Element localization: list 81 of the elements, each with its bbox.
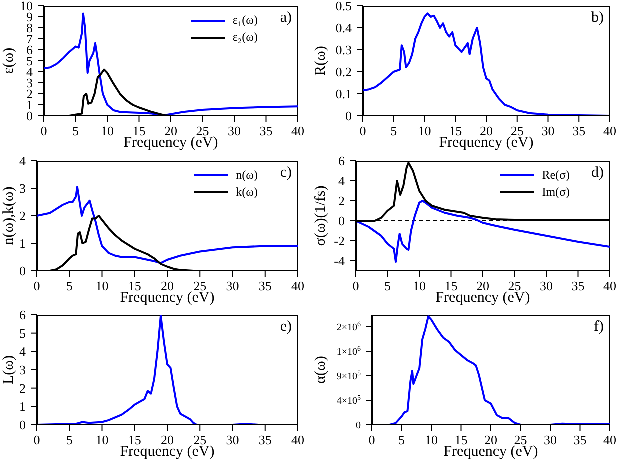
- y-tick-label: 6: [338, 153, 346, 168]
- line-series: [37, 186, 298, 264]
- y-tick-label: 1: [20, 400, 26, 415]
- y-tick-label: 4: [338, 173, 346, 188]
- x-tick-label: 40: [604, 123, 616, 138]
- x-tick-label: 5: [66, 432, 73, 448]
- annotation: e): [280, 319, 292, 336]
- y-tick-label: 3: [20, 180, 26, 196]
- y-tick-label: 0: [346, 108, 352, 124]
- y-tick-label: 0.3: [336, 42, 352, 58]
- y-tick-label: 4: [20, 153, 26, 168]
- annotation: d): [592, 164, 604, 182]
- y-axis-title: n(ω),k(ω): [1, 186, 17, 245]
- y-tick-label: -2: [334, 233, 345, 248]
- annotation: a): [280, 10, 292, 27]
- y-tick-label: 0.1: [336, 86, 352, 102]
- annotation: c): [280, 164, 292, 182]
- y-tick-label: 0.5: [336, 0, 352, 14]
- y-axis-title: R(ω): [313, 46, 329, 76]
- y-tick-label: 1×10$^{6}$: [336, 345, 362, 358]
- y-tick-label: 0.4: [336, 20, 352, 36]
- y-tick-label: 0: [20, 418, 26, 433]
- legend-label: Re(σ): [542, 168, 570, 183]
- x-tick-label: 35: [572, 123, 586, 138]
- x-tick-label: 10: [96, 278, 109, 294]
- x-tick-label: 10: [425, 432, 438, 448]
- x-tick-label: 30: [544, 432, 557, 448]
- y-tick-label: 9×10$^{5}$: [336, 370, 362, 383]
- y-tick-label: 0: [20, 263, 26, 278]
- y-tick-label: 2: [20, 208, 26, 224]
- y-axis-title: σ(ω)(1/fs): [313, 185, 329, 246]
- x-tick-label: 35: [258, 432, 272, 448]
- y-tick-label: 0: [356, 420, 361, 432]
- x-tick-label: 5: [66, 278, 73, 294]
- x-tick-label: 35: [574, 432, 587, 448]
- x-tick-label: 30: [226, 432, 240, 448]
- x-tick-label: 5: [390, 123, 398, 138]
- y-tick-label: 2×10$^{6}$: [336, 320, 362, 334]
- y-tick-label: 3: [20, 362, 26, 378]
- x-tick-label: 30: [542, 123, 555, 138]
- x-tick-label: 40: [604, 432, 616, 448]
- x-tick-label: 30: [540, 278, 553, 294]
- x-tick-label: 40: [292, 432, 304, 448]
- legend-label: ε₂(ω): [232, 30, 258, 45]
- x-tick-label: 10: [96, 432, 109, 448]
- x-tick-label: 30: [226, 278, 240, 294]
- y-tick-label: 6: [20, 308, 26, 323]
- annotation: b): [592, 10, 604, 27]
- y-tick-label: 2: [338, 193, 345, 208]
- y-tick-label: 4: [20, 344, 26, 360]
- y-tick-label: 1: [20, 236, 26, 251]
- x-tick-label: 35: [258, 278, 272, 294]
- y-tick-label: 4×10$^{5}$: [336, 394, 362, 408]
- y-axis-title: ε(ω): [1, 48, 17, 74]
- x-tick-label: 40: [604, 278, 616, 294]
- legend-label: ε₁(ω): [232, 13, 258, 28]
- x-tick-label: 10: [101, 123, 114, 138]
- y-tick-label: -4: [334, 253, 346, 268]
- line-series: [356, 200, 610, 263]
- x-tick-label: 10: [418, 123, 432, 138]
- x-tick-label: 35: [260, 123, 273, 138]
- y-tick-label: 2: [20, 381, 26, 396]
- y-tick-label: 5: [20, 326, 26, 342]
- x-tick-label: 5: [72, 123, 79, 138]
- y-axis-title: α(ω): [313, 356, 329, 384]
- x-tick-label: 30: [228, 123, 241, 138]
- x-tick-label: 10: [413, 278, 426, 294]
- y-tick-label: 0.2: [336, 64, 352, 80]
- x-tick-label: 0: [40, 123, 48, 138]
- legend-label: k(ω): [236, 184, 258, 200]
- x-tick-label: 40: [292, 278, 304, 294]
- legend-label: Im(σ): [542, 184, 570, 200]
- y-tick-label: 0: [338, 213, 345, 228]
- x-tick-label: 35: [572, 278, 585, 294]
- x-tick-label: 5: [398, 432, 405, 448]
- x-tick-label: 0: [368, 432, 376, 448]
- x-tick-label: 40: [292, 123, 304, 138]
- x-tick-label: 5: [384, 278, 391, 294]
- legend-label: n(ω): [236, 168, 258, 183]
- annotation: f): [594, 319, 604, 336]
- y-axis-title: L(ω): [1, 356, 17, 385]
